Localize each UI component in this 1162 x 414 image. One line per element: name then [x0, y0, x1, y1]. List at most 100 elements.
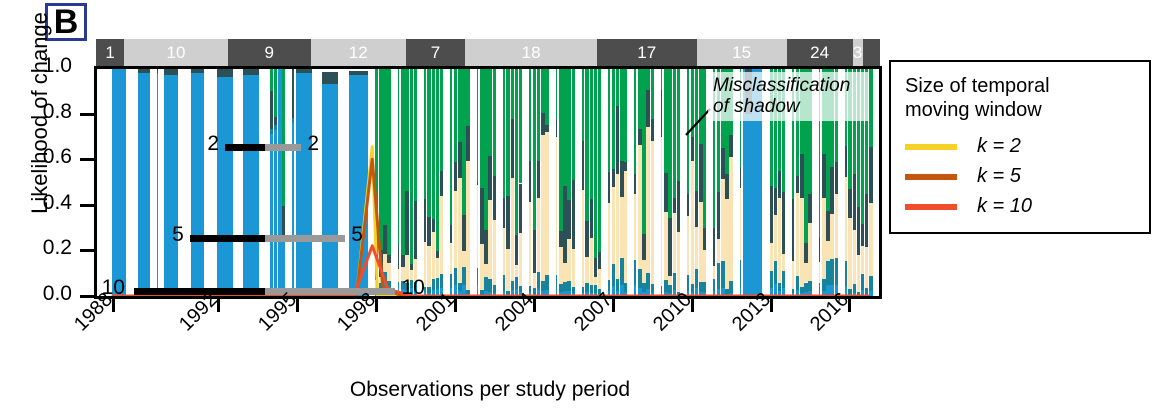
plot-border-top: [96, 66, 880, 69]
bar-segment-blue: [860, 290, 865, 296]
bar-segment-green: [646, 68, 650, 90]
bar-segment-dark-teal: [567, 199, 571, 240]
bar-segment-green: [383, 68, 387, 226]
bar-segment-mid-teal: [518, 286, 523, 293]
bar-segment-dark-teal: [492, 176, 497, 221]
stacked-bar: [869, 68, 873, 296]
stacked-bar: [435, 68, 440, 296]
no-observation-gap: [126, 68, 134, 296]
bar-segment-dark-teal: [777, 171, 782, 198]
bar-segment-mid-teal: [725, 289, 729, 295]
bar-segment-dark-teal: [860, 223, 865, 246]
bar-segment-cream: [869, 203, 873, 277]
stacked-bar: [773, 68, 778, 296]
callout-line-1: Misclassification: [713, 75, 851, 96]
bar-segment-dark-teal: [804, 242, 808, 264]
bar-segment-dark-teal: [559, 231, 563, 247]
bar-segment-green: [690, 68, 695, 138]
bar-segment-dark-teal: [694, 191, 699, 228]
bar-segment-dark-teal: [571, 180, 576, 249]
bar-segment-blue: [773, 284, 778, 296]
bar-segment-mid-teal: [676, 291, 681, 295]
bar-segment-cream: [716, 239, 721, 263]
window-ruler-bar-forward: [264, 234, 346, 242]
bar-segment-blue: [694, 287, 699, 296]
bar-segment-dark-teal: [725, 173, 729, 200]
bar-segment-cream: [585, 257, 589, 284]
bar-segment-mid-teal: [453, 268, 458, 286]
y-tick-label: 0.4: [42, 190, 72, 214]
no-observation-gap: [706, 68, 714, 296]
stacked-bar: [273, 68, 278, 296]
no-observation-gap: [338, 68, 346, 296]
bar-segment-mid-teal: [860, 273, 865, 291]
bar-segment-green: [869, 68, 873, 147]
bar-segment-dark-teal: [642, 234, 646, 261]
no-observation-gap: [680, 68, 688, 296]
bar-segment-cream: [453, 191, 458, 269]
bar-segment-mid-teal: [864, 287, 869, 294]
bar-segment-dark-teal: [532, 230, 537, 274]
bar-segment-cream: [480, 244, 484, 291]
bar-segment-mid-teal: [721, 260, 725, 289]
x-tick-mark: [611, 299, 615, 312]
stacked-bar: [769, 68, 774, 296]
bar-segment-cream: [856, 255, 861, 293]
bar-segment-cream: [864, 246, 869, 288]
bar-segment-mid-teal: [650, 284, 655, 293]
bar-segment-green: [611, 68, 616, 169]
period-segment-label: 9: [264, 42, 274, 62]
bar-segment-green: [694, 68, 699, 192]
bar-segment-green: [795, 68, 800, 177]
no-observation-gap: [627, 68, 635, 296]
bar-segment-cream: [492, 220, 497, 285]
bar-segment-cream: [387, 262, 391, 282]
bar-segment-cream: [435, 257, 440, 278]
bar-segment-dark-teal: [409, 264, 414, 271]
bar-segment-blue: [427, 292, 432, 296]
bar-segment-cream: [401, 266, 405, 281]
bar-segment-green: [453, 68, 458, 163]
bar-segment-green: [514, 68, 519, 236]
bar-segment-blue: [567, 290, 571, 296]
bar-segment-cream: [457, 177, 462, 284]
bar-segment-dark-teal: [650, 119, 655, 142]
bar-segment-cream: [690, 160, 695, 285]
bar-segment-dark-teal: [703, 227, 707, 250]
bar-segment-green: [269, 68, 274, 91]
bar-segment-blue: [869, 290, 873, 296]
window-ruler-bar-observed: [133, 288, 265, 296]
stacked-bar: [826, 68, 830, 296]
bar-segment-dark-teal: [190, 68, 211, 73]
bar-segment-mid-teal: [624, 282, 628, 292]
bar-segment-green: [435, 68, 440, 251]
bar-segment-green: [856, 68, 861, 207]
bar-segment-mid-teal: [773, 261, 778, 285]
period-segment: 7: [405, 39, 466, 66]
bar-segment-mid-teal: [593, 285, 598, 293]
bar-segment-dark-teal: [453, 162, 458, 192]
stacked-bar: [624, 68, 628, 296]
stacked-bar: [541, 68, 545, 296]
panel-label: B: [45, 3, 87, 41]
bar-segment-dark-teal: [585, 221, 589, 258]
bar-segment-mid-teal: [822, 278, 826, 291]
bar-segment-green: [413, 68, 418, 202]
bar-segment-mid-teal: [563, 282, 567, 292]
bar-segment-cream: [615, 174, 620, 279]
bar-segment-green: [664, 68, 668, 174]
no-observation-gap: [811, 68, 819, 296]
bar-segment-green: [597, 68, 602, 253]
bar-segment-cream: [466, 161, 470, 291]
bar-segment-cream: [725, 199, 729, 290]
bar-segment-green: [703, 68, 707, 228]
no-observation-gap: [732, 68, 740, 296]
bar-segment-dark-teal: [852, 173, 857, 231]
bar-segment-blue: [322, 83, 342, 296]
bar-segment-green: [510, 68, 515, 119]
bar-segment-blue: [615, 290, 620, 296]
bar-segment-green: [273, 68, 278, 117]
y-tick-label: 0.0: [42, 282, 72, 305]
